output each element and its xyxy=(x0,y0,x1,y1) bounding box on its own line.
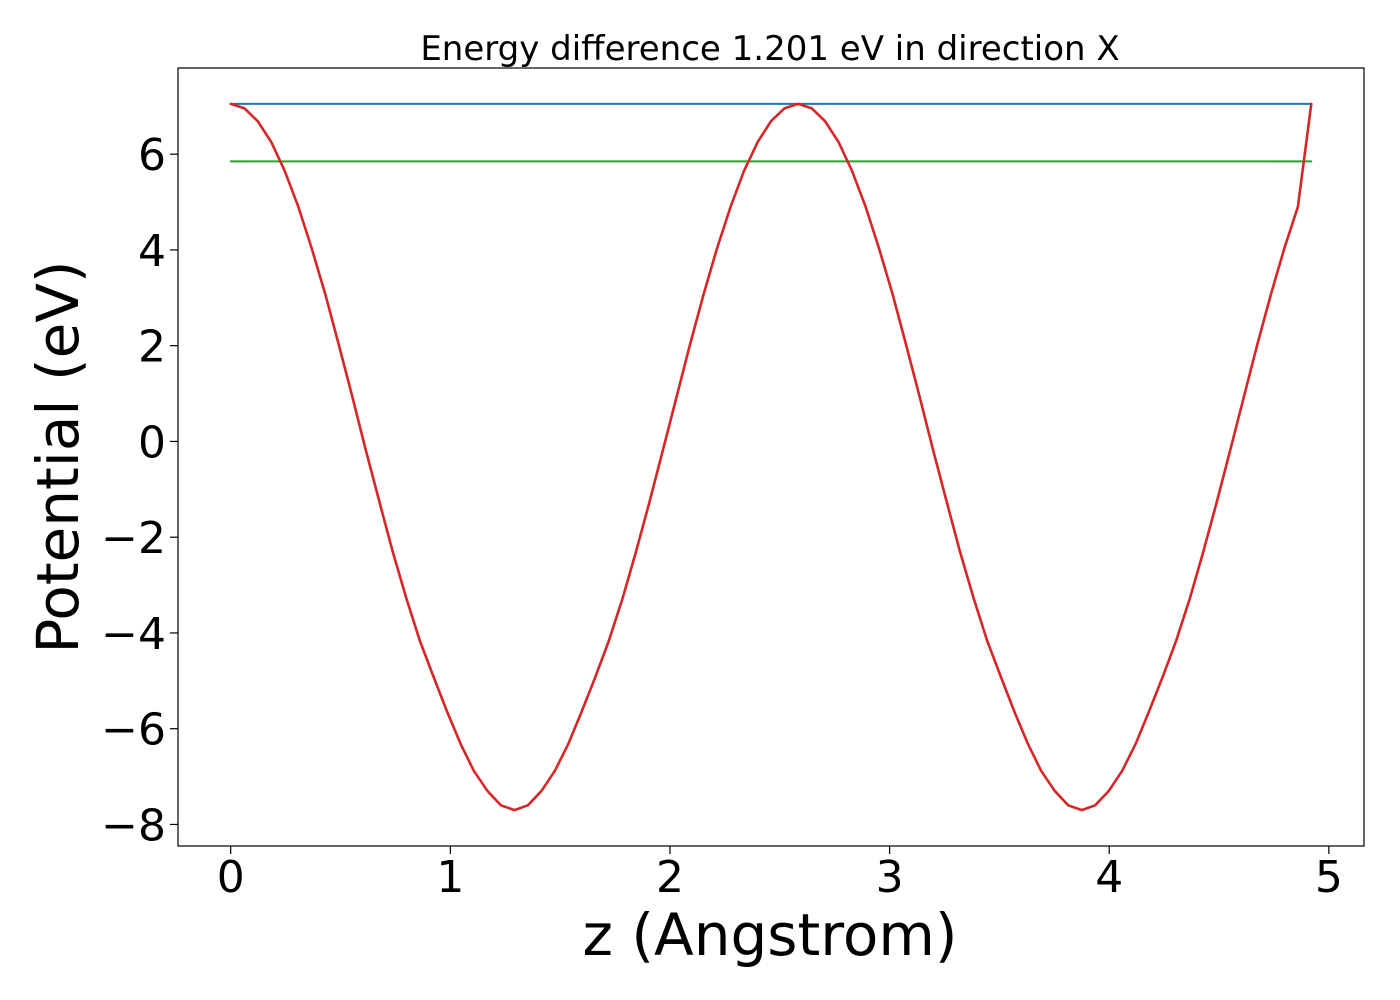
y-tick-label: −8 xyxy=(101,800,166,851)
x-tick-label: 3 xyxy=(876,852,904,903)
chart-title: Energy difference 1.201 eV in direction … xyxy=(420,29,1119,69)
x-tick-label: 0 xyxy=(217,852,245,903)
y-tick-label: 2 xyxy=(138,322,166,373)
y-tick-label: 6 xyxy=(138,130,166,181)
series-layer xyxy=(229,102,1313,812)
y-tick-label: −2 xyxy=(101,513,166,564)
x-tick-label: 5 xyxy=(1315,852,1343,903)
y-tick-label: −4 xyxy=(101,609,166,660)
series-line-3 xyxy=(229,102,1313,812)
x-tick-label: 4 xyxy=(1095,852,1123,903)
x-tick-label: 1 xyxy=(436,852,464,903)
plot-area: 0 1 2 3 4 5 −8 −6 −4 −2 0 2 4 6 xyxy=(101,67,1365,903)
x-axis-ticks: 0 1 2 3 4 5 xyxy=(217,846,1343,903)
x-axis-label: z (Angstrom) xyxy=(583,901,958,969)
y-tick-label: 0 xyxy=(138,417,166,468)
y-tick-label: −6 xyxy=(101,705,166,756)
x-tick-label: 2 xyxy=(656,852,684,903)
y-axis-ticks: −8 −6 −4 −2 0 2 4 6 xyxy=(101,130,178,851)
y-axis-label: Potential (eV) xyxy=(24,260,92,653)
plot-frame xyxy=(177,67,1365,847)
y-tick-label: 4 xyxy=(138,226,166,277)
